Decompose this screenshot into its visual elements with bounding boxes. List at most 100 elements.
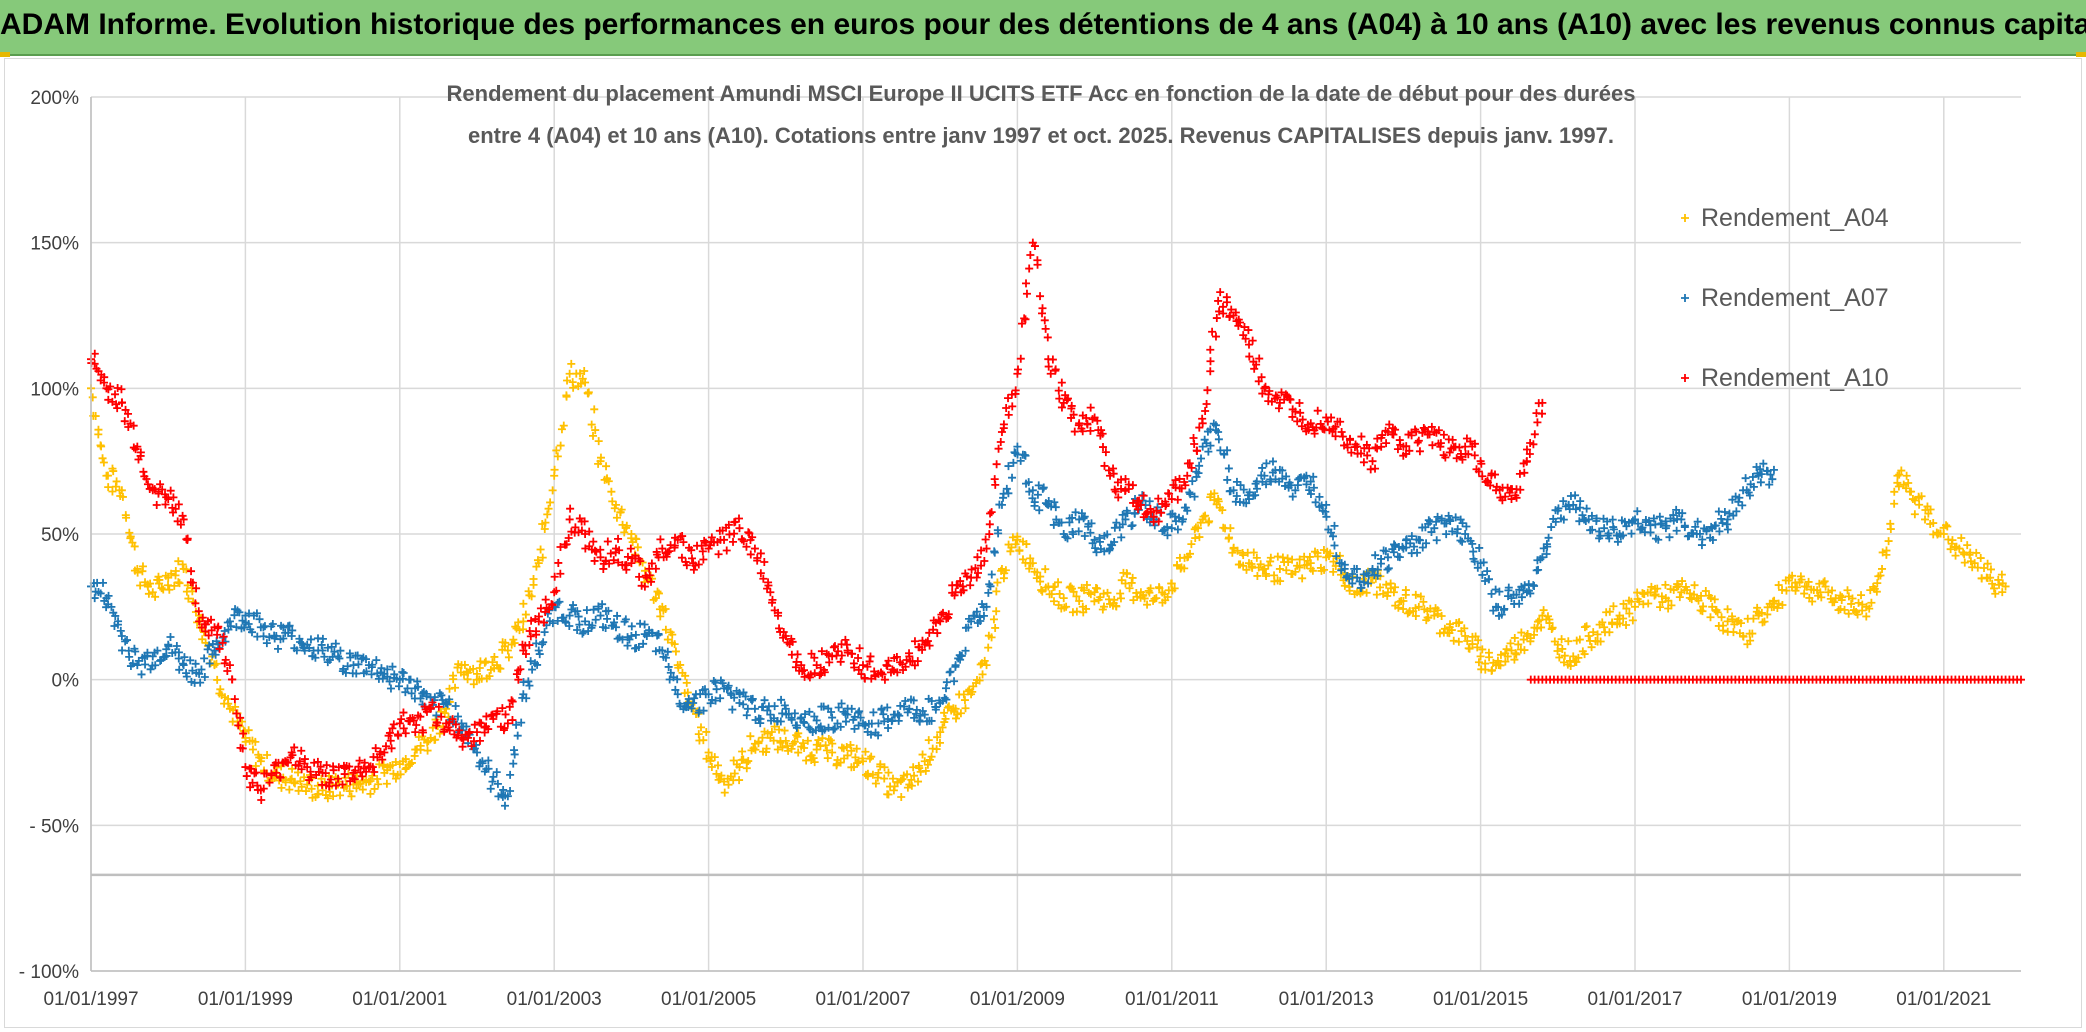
data-point <box>122 636 131 645</box>
data-point <box>1478 570 1487 579</box>
data-point <box>358 785 367 794</box>
data-point <box>888 665 897 674</box>
data-point <box>1363 451 1372 460</box>
data-point <box>1512 650 1521 659</box>
data-point <box>587 420 596 429</box>
data-point <box>841 635 850 644</box>
data-point <box>1116 594 1125 603</box>
data-point <box>503 646 512 655</box>
data-point <box>1206 345 1215 354</box>
data-point <box>1483 476 1492 485</box>
data-point <box>603 614 612 623</box>
data-point <box>670 640 679 649</box>
data-point <box>1043 333 1052 342</box>
data-point <box>1711 521 1720 530</box>
data-point <box>764 578 773 587</box>
data-point <box>1039 483 1048 492</box>
data-point <box>1353 442 1362 451</box>
data-point <box>1399 597 1408 606</box>
data-point <box>934 616 943 625</box>
data-point <box>1494 603 1503 612</box>
corner-accent-left <box>0 52 10 57</box>
data-point <box>1910 496 1919 505</box>
data-point <box>735 524 744 533</box>
data-point <box>1414 602 1423 611</box>
data-point <box>1139 491 1148 500</box>
data-point <box>526 632 535 641</box>
data-point <box>445 695 454 704</box>
data-point <box>1664 596 1673 605</box>
data-point <box>627 559 636 568</box>
legend-label: Rendement_A07 <box>1701 284 1889 312</box>
data-point <box>564 534 573 543</box>
data-point <box>663 548 672 557</box>
data-point <box>382 779 391 788</box>
data-point <box>569 601 578 610</box>
data-point <box>1146 584 1155 593</box>
data-point <box>1678 509 1687 518</box>
data-point <box>300 773 309 782</box>
data-point <box>722 546 731 555</box>
data-point <box>961 646 970 655</box>
data-point <box>534 612 543 621</box>
data-point <box>1587 511 1596 520</box>
data-point <box>767 728 776 737</box>
data-point <box>713 761 722 770</box>
data-point <box>1439 430 1448 439</box>
data-point <box>1655 512 1664 521</box>
data-point <box>322 761 331 770</box>
data-point <box>1479 558 1488 567</box>
data-point <box>575 620 584 629</box>
data-point <box>366 789 375 798</box>
data-point <box>175 665 184 674</box>
data-point <box>580 366 589 375</box>
data-point <box>1756 478 1765 487</box>
data-point <box>1320 565 1329 574</box>
data-point <box>1026 554 1035 563</box>
data-point <box>545 605 554 614</box>
data-point <box>1695 529 1704 538</box>
series-layer <box>87 238 2025 810</box>
data-point <box>1224 464 1233 473</box>
legend-item: Rendement_A07 <box>1681 284 1889 312</box>
data-point <box>1024 478 1033 487</box>
data-point <box>829 643 838 652</box>
data-point <box>654 630 663 639</box>
data-point <box>1163 531 1172 540</box>
data-point <box>1211 421 1220 430</box>
data-point <box>901 662 910 671</box>
data-point <box>893 668 902 677</box>
data-point <box>997 564 1006 573</box>
data-point <box>1185 459 1194 468</box>
data-point <box>1501 657 1510 666</box>
data-point <box>847 704 856 713</box>
data-point <box>1418 543 1427 552</box>
data-point <box>612 513 621 522</box>
data-point <box>658 646 667 655</box>
data-point <box>1110 595 1119 604</box>
data-point <box>676 660 685 669</box>
data-point <box>467 742 476 751</box>
data-point <box>325 782 334 791</box>
data-point <box>1466 437 1475 446</box>
data-point <box>1331 422 1340 431</box>
data-point <box>794 748 803 757</box>
data-point <box>106 382 115 391</box>
data-point <box>621 615 630 624</box>
x-tick-label: 01/01/2015 <box>1433 989 1528 1010</box>
data-point <box>829 725 838 734</box>
data-point <box>220 627 229 636</box>
data-point <box>710 753 719 762</box>
data-point <box>373 775 382 784</box>
data-point <box>867 752 876 761</box>
data-point <box>1542 550 1551 559</box>
data-point <box>174 500 183 509</box>
data-point <box>888 774 897 783</box>
data-point <box>673 690 682 699</box>
data-point <box>265 633 274 642</box>
data-point <box>470 720 479 729</box>
data-point <box>1111 487 1120 496</box>
data-point <box>1195 423 1204 432</box>
data-point <box>662 552 671 561</box>
data-point <box>504 653 513 662</box>
